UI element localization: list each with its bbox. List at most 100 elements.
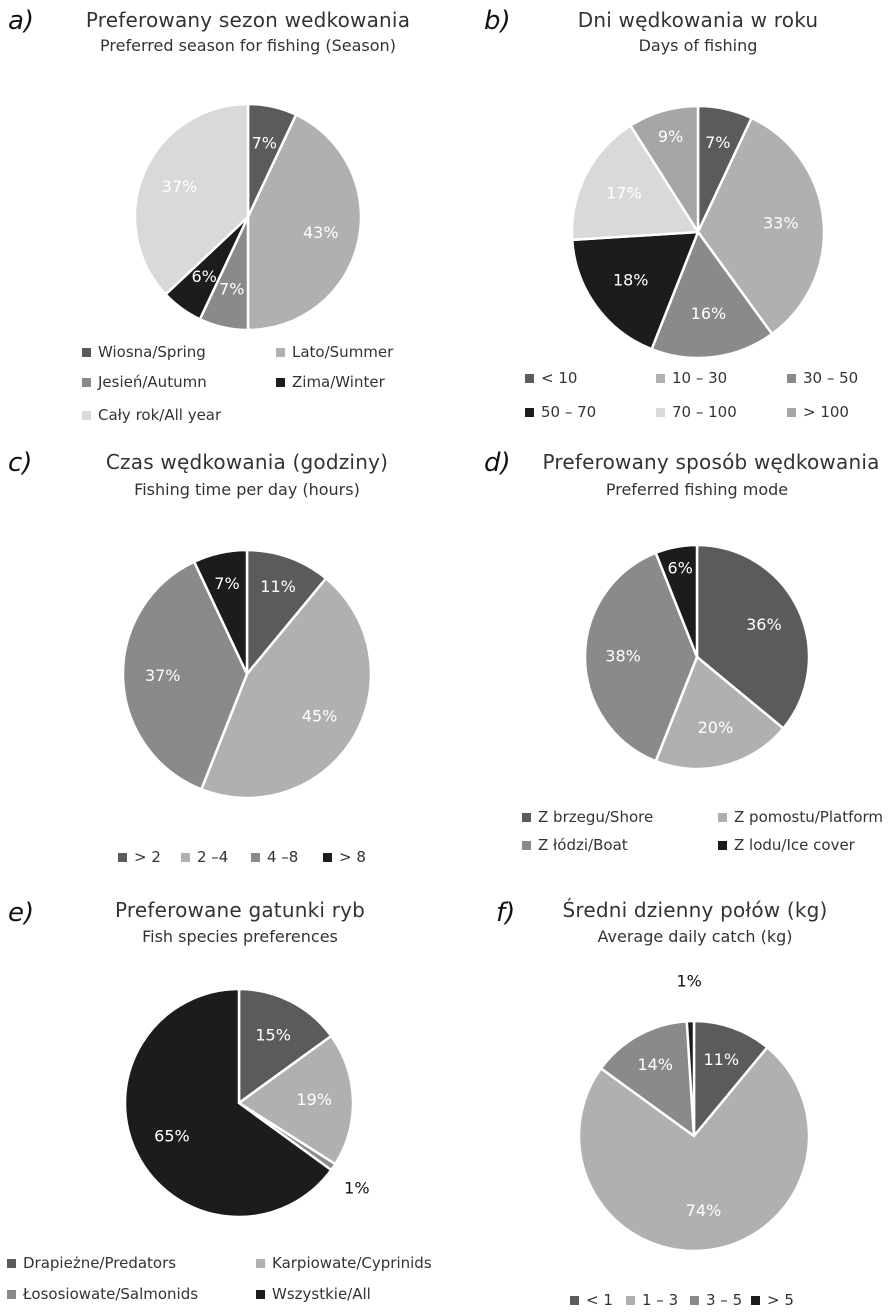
chart-title: Preferowany sposób wędkowania (542, 450, 880, 474)
legend-item: > 8 (323, 848, 366, 866)
legend-item: 2 –4 (181, 848, 228, 866)
chart-title: Preferowane gatunki ryb (114, 898, 366, 922)
pie-slice-2-4 (200, 577, 373, 800)
data-label: 1% (676, 971, 701, 990)
legend-item: Drapieżne/Predators (7, 1254, 176, 1272)
data-label: 37% (145, 666, 181, 685)
legend-item: 30 – 50 (787, 369, 858, 387)
pie-slice-5 (685, 1019, 696, 1138)
data-label: 36% (746, 615, 782, 634)
data-label: 45% (302, 706, 338, 725)
legend-swatch (787, 407, 796, 417)
pie-4: 36% 20% 38% 6% (583, 543, 811, 771)
legend-label: Drapieżne/Predators (23, 1254, 177, 1272)
pie-slice-70-100 (570, 124, 700, 242)
legend-label: Z brzegu/Shore (538, 808, 654, 826)
legend-item: 10 – 30 (656, 369, 727, 387)
legend-label: > 2 (134, 848, 161, 866)
legend-item: < 10 (525, 369, 577, 387)
data-label: 6% (668, 558, 693, 577)
data-label: 18% (613, 270, 649, 289)
legend-item: Łososiowate/Salmonids (7, 1285, 198, 1303)
legend-swatch (656, 407, 665, 417)
data-label: 6% (191, 267, 216, 286)
legend-label: 30 – 50 (803, 369, 859, 387)
pie-slice-z-lodu-ice-cover (654, 543, 699, 659)
legend-item: > 5 (751, 1291, 794, 1309)
pie-slice-10-30 (696, 116, 826, 336)
legend-item: Wiosna/Spring (82, 343, 206, 361)
legend-swatch (525, 407, 534, 417)
legend-swatch (522, 812, 531, 822)
pie-3: 11% 45% 37% 7% (121, 548, 373, 800)
legend-swatch (256, 1258, 265, 1268)
data-label: 65% (154, 1127, 190, 1146)
legend-swatch (787, 373, 796, 383)
legend-swatch (82, 347, 91, 357)
legend-swatch (276, 347, 285, 357)
legend-item: Z brzegu/Shore (522, 808, 653, 826)
legend-label: 4 –8 (267, 848, 299, 866)
panel-letter: c) (8, 448, 33, 478)
pie-slice-lato-summer (246, 113, 363, 332)
chart-title: Preferowany sezon wedkowania (85, 8, 411, 32)
data-label: 20% (698, 718, 734, 737)
pie-slice-z-odzi-boat (583, 551, 699, 763)
legend-label: 2 –4 (197, 848, 229, 866)
legend-label: 50 – 70 (541, 403, 597, 421)
data-label: 1% (344, 1179, 369, 1198)
pie-slice-z-pomostu-platform (654, 655, 785, 771)
data-label: 17% (606, 184, 642, 203)
pie-2: 7% 33% 16% 18% 17% 9% (570, 104, 826, 360)
chart-subtitle: Average daily catch (kg) (597, 927, 793, 946)
data-label: 11% (260, 577, 296, 596)
legend-label: > 5 (767, 1291, 794, 1309)
data-label: 33% (763, 214, 799, 233)
legend-label: > 100 (803, 403, 849, 421)
legend-item: 1 – 3 (626, 1291, 678, 1309)
legend-swatch (256, 1289, 265, 1299)
chart-subtitle: Days of fishing (638, 36, 758, 55)
legend-item: 70 – 100 (656, 403, 737, 421)
data-label: 14% (637, 1055, 673, 1074)
legend-label: Karpiowate/Cyprinids (272, 1254, 432, 1272)
legend-label: 3 – 5 (706, 1291, 743, 1309)
legend-label: Z pomostu/Platform (734, 808, 884, 826)
legend-item: > 2 (118, 848, 161, 866)
legend-label: Jesień/Autumn (98, 373, 207, 391)
legend-item: Zima/Winter (276, 373, 385, 391)
data-label: 7% (705, 133, 730, 152)
pie-slice-drapiezne-predators (237, 987, 333, 1105)
legend-label: Wszystkie/All (272, 1285, 371, 1303)
data-label: 7% (219, 279, 244, 298)
legend-label: 1 – 3 (642, 1291, 679, 1309)
legend-label: Z łódzi/Boat (538, 836, 628, 854)
legend-swatch (323, 852, 332, 862)
pie-6: 11% 74% 14% 1% (577, 971, 811, 1253)
pie-slice-karpiowate-cyprinids (237, 1034, 355, 1166)
pie-slice-8 (192, 548, 249, 676)
legend-item: Z pomostu/Platform (718, 808, 883, 826)
pie-slice-wszystkie-all (123, 987, 333, 1219)
legend-item: 50 – 70 (525, 403, 596, 421)
legend-item: Wszystkie/All (256, 1285, 371, 1303)
legend-label: Z lodu/Ice cover (734, 836, 855, 854)
legend-item: > 100 (787, 403, 849, 421)
legend-swatch (751, 1295, 760, 1305)
pie-slice-z-brzegu-shore (695, 543, 811, 730)
chart-subtitle: Fishing time per day (hours) (134, 480, 360, 499)
legend-swatch (276, 377, 285, 387)
pie-slice-30-50 (650, 230, 774, 360)
legend-swatch (82, 377, 91, 387)
legend-swatch (718, 812, 727, 822)
legend-swatch (118, 852, 127, 862)
data-label: 74% (686, 1201, 722, 1220)
legend-swatch (522, 840, 531, 850)
legend-label: Lato/Summer (292, 343, 394, 361)
legend-swatch (626, 1295, 635, 1305)
legend-swatch (7, 1258, 16, 1268)
chart-subtitle: Preferred season for fishing (Season) (100, 36, 396, 55)
pie-slice-100 (629, 104, 700, 234)
legend-label: Łososiowate/Salmonids (23, 1285, 199, 1303)
